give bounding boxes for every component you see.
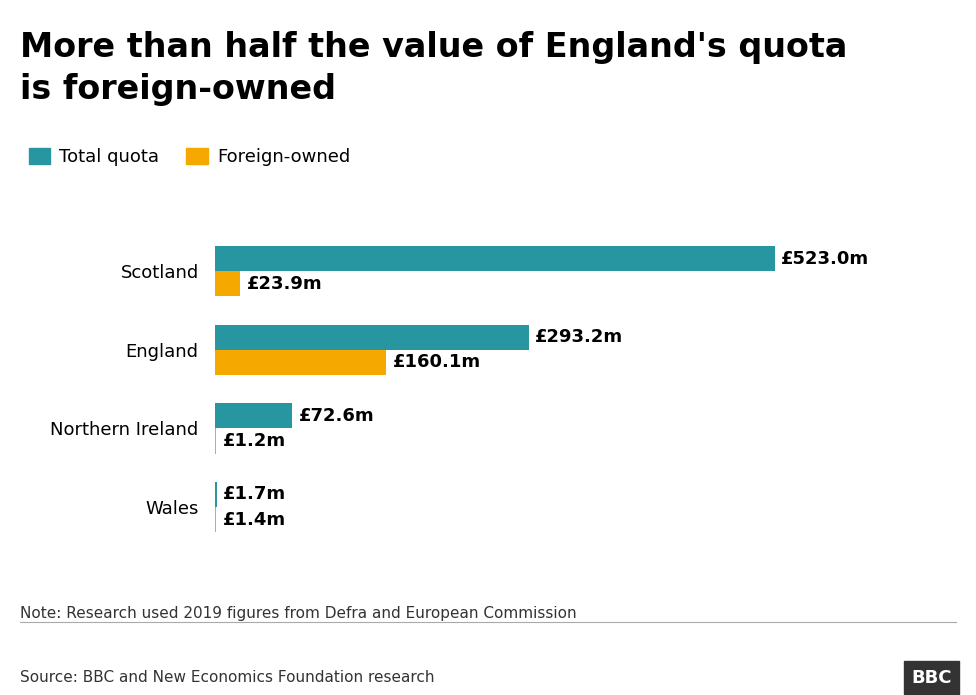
Bar bbox=[215, 482, 217, 507]
Text: £72.6m: £72.6m bbox=[299, 407, 375, 425]
Legend: Total quota, Foreign-owned: Total quota, Foreign-owned bbox=[28, 148, 350, 166]
Bar bbox=[215, 350, 386, 375]
Bar bbox=[215, 246, 775, 271]
Text: £523.0m: £523.0m bbox=[781, 250, 869, 268]
Bar bbox=[215, 271, 240, 297]
Text: More than half the value of England's quota: More than half the value of England's qu… bbox=[20, 31, 847, 64]
Text: £1.2m: £1.2m bbox=[223, 432, 286, 450]
Text: BBC: BBC bbox=[912, 669, 952, 687]
Bar bbox=[215, 403, 293, 429]
Text: Note: Research used 2019 figures from Defra and European Commission: Note: Research used 2019 figures from De… bbox=[20, 605, 576, 621]
Text: £293.2m: £293.2m bbox=[535, 328, 623, 346]
Text: is foreign-owned: is foreign-owned bbox=[20, 73, 336, 106]
Text: £160.1m: £160.1m bbox=[392, 354, 480, 372]
Bar bbox=[215, 507, 217, 532]
Text: Source: BBC and New Economics Foundation research: Source: BBC and New Economics Foundation… bbox=[20, 669, 434, 685]
Bar bbox=[215, 429, 216, 454]
Bar bbox=[215, 325, 529, 350]
Text: £1.4m: £1.4m bbox=[223, 511, 286, 529]
Text: £23.9m: £23.9m bbox=[247, 275, 322, 293]
Text: £1.7m: £1.7m bbox=[223, 486, 286, 503]
